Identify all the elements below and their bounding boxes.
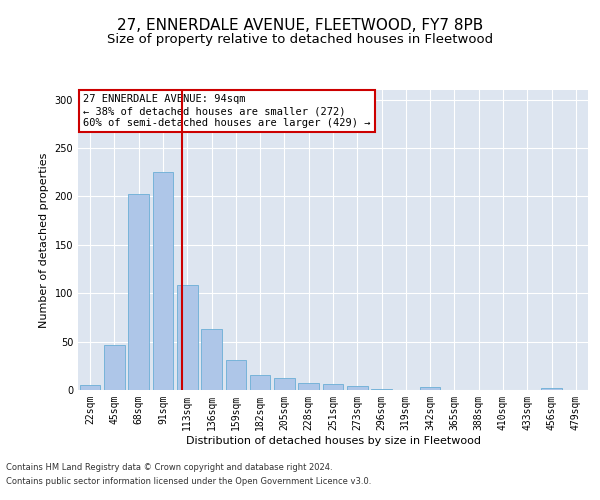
Bar xyxy=(420,387,440,390)
Text: Size of property relative to detached houses in Fleetwood: Size of property relative to detached ho… xyxy=(107,32,493,46)
Bar xyxy=(347,386,368,390)
Text: 27 ENNERDALE AVENUE: 94sqm
← 38% of detached houses are smaller (272)
60% of sem: 27 ENNERDALE AVENUE: 94sqm ← 38% of deta… xyxy=(83,94,371,128)
Bar xyxy=(323,384,343,390)
Bar xyxy=(152,172,173,390)
Text: 27, ENNERDALE AVENUE, FLEETWOOD, FY7 8PB: 27, ENNERDALE AVENUE, FLEETWOOD, FY7 8PB xyxy=(117,18,483,32)
Bar xyxy=(128,194,149,390)
Text: Contains HM Land Registry data © Crown copyright and database right 2024.: Contains HM Land Registry data © Crown c… xyxy=(6,464,332,472)
Bar xyxy=(104,346,125,390)
Y-axis label: Number of detached properties: Number of detached properties xyxy=(39,152,49,328)
Bar xyxy=(201,329,222,390)
Bar xyxy=(274,378,295,390)
Bar xyxy=(298,383,319,390)
Bar xyxy=(541,388,562,390)
Bar xyxy=(371,389,392,390)
X-axis label: Distribution of detached houses by size in Fleetwood: Distribution of detached houses by size … xyxy=(185,436,481,446)
Text: Contains public sector information licensed under the Open Government Licence v3: Contains public sector information licen… xyxy=(6,477,371,486)
Bar xyxy=(177,286,197,390)
Bar xyxy=(250,376,271,390)
Bar xyxy=(226,360,246,390)
Bar xyxy=(80,385,100,390)
